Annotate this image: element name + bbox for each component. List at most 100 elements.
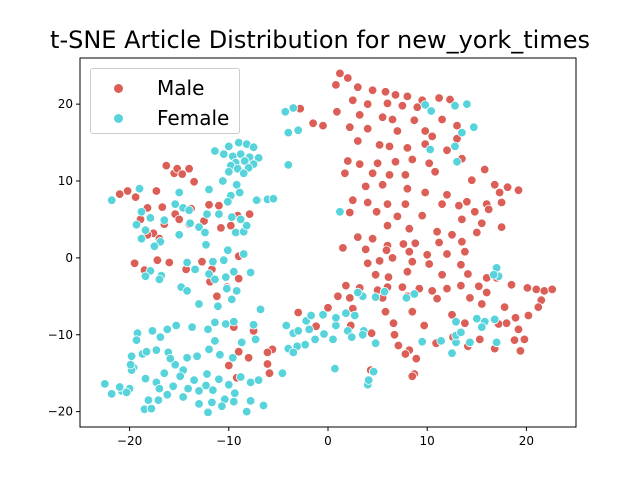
point-female [457, 127, 467, 138]
point-female [255, 304, 266, 315]
point-female [208, 385, 218, 395]
point-male [152, 255, 163, 265]
point-male [130, 192, 141, 202]
point-male [456, 260, 466, 270]
point-male [262, 359, 273, 369]
point-male [407, 371, 418, 382]
point-male [522, 283, 533, 293]
point-female [182, 286, 192, 296]
point-male [308, 118, 318, 129]
point-male [214, 200, 224, 211]
point-male [397, 282, 408, 292]
point-female [245, 396, 256, 406]
point-female [465, 337, 475, 348]
point-female [293, 326, 303, 336]
point-female [219, 255, 229, 265]
point-female [189, 375, 199, 385]
point-male [204, 200, 214, 210]
point-male [404, 246, 415, 257]
point-female [170, 199, 180, 209]
point-male [442, 283, 452, 294]
point-male [161, 160, 172, 171]
point-female [364, 375, 374, 385]
point-female [136, 233, 147, 244]
point-male [502, 182, 513, 192]
point-male [480, 164, 490, 175]
point-female [245, 267, 256, 278]
point-female [235, 149, 246, 159]
point-female [452, 157, 462, 167]
point-female [126, 351, 137, 362]
point-female [221, 319, 231, 329]
x-tick-label: 10 [420, 434, 435, 448]
point-female [100, 379, 110, 389]
point-male [462, 197, 472, 207]
point-female [238, 168, 249, 179]
point-female [241, 220, 252, 231]
point-female [162, 390, 173, 400]
point-male [355, 159, 365, 169]
point-female [204, 344, 214, 355]
point-female [125, 360, 136, 370]
point-female [165, 353, 176, 364]
point-female [472, 313, 482, 324]
point-male [243, 353, 254, 363]
point-male [363, 123, 373, 134]
point-male [244, 209, 255, 219]
point-female [245, 377, 256, 388]
point-male [380, 307, 391, 317]
point-male [501, 318, 512, 328]
point-female [238, 249, 249, 259]
point-female [201, 240, 211, 250]
point-female [154, 383, 165, 394]
point-female [208, 257, 218, 267]
point-female [268, 193, 279, 204]
point-male [442, 145, 452, 156]
point-male [367, 85, 378, 96]
point-female [350, 310, 360, 321]
point-female [370, 338, 381, 348]
point-male [533, 302, 544, 312]
point-female [280, 107, 291, 117]
point-female [153, 395, 164, 405]
point-female [281, 320, 292, 331]
point-female [224, 167, 234, 177]
point-male [402, 183, 413, 194]
point-male [361, 181, 371, 192]
point-female [401, 293, 412, 303]
point-female [182, 353, 192, 363]
point-female [114, 382, 125, 392]
point-female [229, 396, 239, 407]
point-male [470, 207, 480, 217]
point-female [328, 334, 338, 345]
point-female [223, 197, 233, 207]
point-female [140, 225, 151, 235]
point-male [363, 258, 373, 269]
point-male [463, 269, 473, 279]
point-male [409, 115, 420, 126]
point-female [218, 176, 228, 186]
point-male [402, 91, 413, 102]
point-male [361, 244, 371, 255]
point-male [513, 324, 524, 335]
point-male [374, 140, 385, 150]
point-female [202, 369, 212, 379]
point-male [367, 168, 378, 179]
point-male [370, 270, 381, 280]
point-female [318, 310, 328, 320]
point-male [363, 99, 373, 109]
point-female [187, 322, 197, 332]
point-male [382, 220, 393, 231]
point-female [194, 399, 204, 409]
point-female [253, 375, 264, 385]
point-male [407, 257, 418, 267]
point-male [374, 256, 385, 266]
point-male [341, 280, 351, 291]
x-tick-label: −20 [117, 434, 142, 448]
point-male [419, 320, 429, 331]
point-male [496, 222, 507, 232]
point-male [484, 204, 494, 215]
point-male [437, 270, 447, 280]
point-female [200, 227, 210, 238]
point-male [372, 158, 383, 169]
